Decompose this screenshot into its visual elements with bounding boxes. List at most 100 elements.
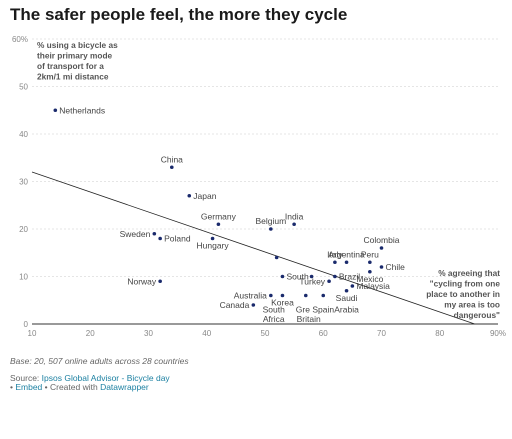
- trendline-path: [31, 171, 475, 325]
- y-axis-label-line: 2km/1 mi distance: [37, 72, 109, 82]
- data-point: [269, 293, 273, 298]
- y-axis-label-line: their primary mode: [37, 51, 113, 61]
- x-tick-label: 60: [319, 329, 328, 338]
- data-point: [368, 260, 372, 265]
- point-label: Australia: [234, 291, 267, 301]
- point-label: China: [161, 154, 183, 164]
- point-label: Mexico: [356, 274, 383, 284]
- data-point: [269, 227, 273, 231]
- bullet: •: [10, 382, 16, 392]
- y-tick-label: 10: [19, 273, 28, 282]
- point-label: Korea: [271, 298, 294, 308]
- point-label: Britain: [297, 314, 321, 324]
- data-point: [303, 293, 308, 298]
- point-label: India: [285, 211, 304, 221]
- data-point: [321, 293, 326, 298]
- embed-link[interactable]: Embed: [15, 382, 43, 392]
- created-with-text: • Created with: [42, 382, 101, 392]
- point-label: Arabia: [334, 305, 359, 315]
- footer-embed: • Embed • Created with Datawrapper: [10, 382, 149, 392]
- y-tick-label: 50: [19, 83, 28, 92]
- source-link[interactable]: Ipsos Global Advisor - Bicycle day: [41, 373, 170, 383]
- data-point: [53, 108, 58, 113]
- data-point: [344, 288, 349, 293]
- point-label: South: [263, 305, 285, 315]
- data-point: [280, 293, 285, 298]
- point-label: Turkey: [299, 276, 325, 286]
- x-axis-label-line: my area is too: [444, 300, 500, 310]
- datawrapper-link[interactable]: Datawrapper: [100, 382, 149, 392]
- x-tick-label: 90%: [490, 329, 506, 338]
- data-point: [251, 303, 256, 307]
- data-point: [158, 236, 162, 241]
- data-point: [368, 269, 372, 274]
- x-axis-label-line: "cycling from one: [430, 279, 501, 289]
- x-axis-label-line: place to another in: [426, 289, 500, 299]
- point-label: Brazil: [339, 272, 360, 282]
- x-tick-label: 70: [377, 329, 386, 338]
- point-labels: Netherlands China Japan Germany Hungary Swede…: [59, 105, 405, 324]
- data-points: [53, 108, 384, 307]
- y-axis-ticks: 0 10 20 30 40 50 60%: [12, 35, 29, 329]
- source-prefix: Source:: [10, 373, 42, 383]
- y-tick-label: 30: [19, 178, 28, 187]
- point-label: Sweden: [120, 229, 151, 239]
- point-label: Spain: [312, 305, 334, 315]
- point-label: Germany: [201, 211, 237, 221]
- data-point: [379, 265, 384, 269]
- point-label: Belgium: [255, 216, 286, 226]
- footer-source: Source: Ipsos Global Advisor - Bicycle d…: [10, 373, 170, 383]
- data-point: [152, 231, 157, 236]
- point-label: Poland: [164, 234, 191, 244]
- x-tick-label: 30: [144, 329, 153, 338]
- point-label: Argentina: [328, 249, 365, 259]
- data-point: [292, 222, 296, 227]
- y-tick-label: 0: [24, 320, 29, 329]
- x-tick-label: 80: [435, 329, 444, 338]
- point-label: Netherlands: [59, 105, 105, 115]
- data-point: [333, 274, 337, 279]
- data-point: [210, 236, 215, 241]
- x-axis-label-line: dangerous": [454, 310, 500, 320]
- grid: [32, 38, 498, 325]
- y-tick-label: 40: [19, 130, 28, 139]
- data-point: [274, 255, 279, 260]
- data-point: [280, 274, 285, 279]
- data-point: [379, 246, 384, 250]
- data-point: [170, 165, 174, 170]
- y-tick-label: 20: [19, 225, 28, 234]
- data-point: [350, 284, 355, 288]
- data-point: [309, 274, 314, 279]
- point-label: Hungary: [197, 241, 230, 251]
- data-point: [344, 260, 349, 265]
- chart-title: The safer people feel, the more they cyc…: [10, 5, 348, 24]
- x-axis-ticks: 10 20 30 40 50 60 70 80 90%: [28, 329, 506, 338]
- point-label: Peru: [361, 249, 379, 259]
- point-label: Italy: [327, 249, 343, 259]
- x-tick-label: 40: [202, 329, 211, 338]
- x-axis-label-line: % agreeing that: [438, 268, 500, 278]
- data-point: [216, 222, 221, 227]
- y-tick-label: 60%: [12, 35, 28, 44]
- y-axis-label-line: % using a bicycle as: [37, 40, 118, 50]
- data-point: [187, 193, 192, 198]
- point-label: Colombia: [364, 235, 400, 245]
- x-tick-label: 20: [86, 329, 95, 338]
- data-point: [158, 279, 162, 284]
- x-tick-label: 10: [28, 329, 37, 338]
- data-point: [327, 279, 331, 284]
- footer-note: Base: 20, 507 online adults across 28 co…: [10, 356, 189, 366]
- trendline: [31, 171, 475, 325]
- point-label: Japan: [193, 191, 216, 201]
- point-label: Saudi: [336, 293, 358, 303]
- point-label: Chile: [386, 262, 406, 272]
- point-label: Malaysia: [356, 281, 390, 291]
- point-label: Canada: [220, 300, 250, 310]
- point-label: Gre: [296, 305, 310, 315]
- point-label: Africa: [263, 314, 285, 324]
- point-label: Norway: [127, 276, 157, 286]
- y-axis-label-line: of transport for a: [37, 61, 104, 71]
- x-tick-label: 50: [261, 329, 270, 338]
